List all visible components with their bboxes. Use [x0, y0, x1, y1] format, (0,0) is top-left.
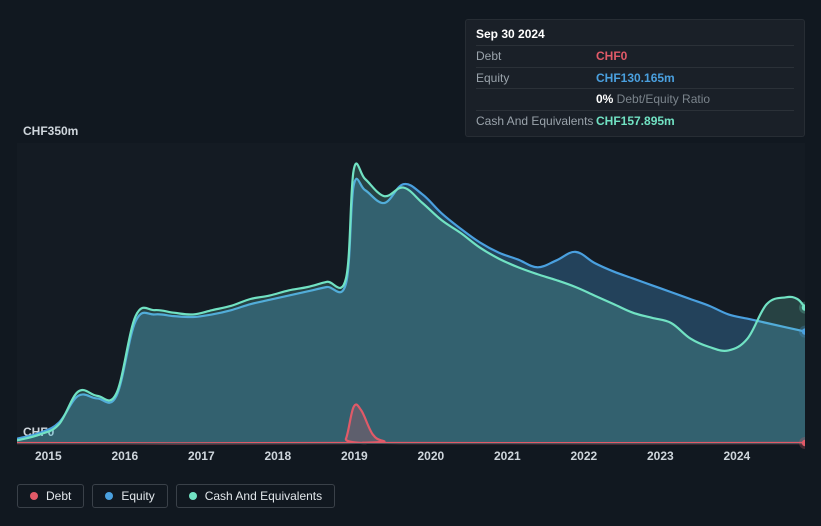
- tooltip-row-label: Cash And Equivalents: [476, 113, 596, 130]
- x-tick-label: 2020: [417, 449, 444, 463]
- tooltip-title: Sep 30 2024: [476, 26, 794, 43]
- legend-item-cash[interactable]: Cash And Equivalents: [176, 484, 335, 508]
- tooltip-row-value: CHF157.895m: [596, 113, 675, 130]
- x-tick-label: 2024: [723, 449, 750, 463]
- tooltip-row-value: CHF0: [596, 48, 627, 65]
- tooltip-row-value: 0% Debt/Equity Ratio: [596, 91, 710, 108]
- x-tick-label: 2017: [188, 449, 215, 463]
- x-tick-label: 2022: [570, 449, 597, 463]
- equity-legend-dot-icon: [105, 492, 113, 500]
- debt-legend-dot-icon: [30, 492, 38, 500]
- tooltip-row: Cash And EquivalentsCHF157.895m: [476, 110, 794, 132]
- area-chart: [17, 143, 805, 453]
- tooltip-row: DebtCHF0: [476, 45, 794, 67]
- tooltip-row-value: CHF130.165m: [596, 70, 675, 87]
- legend-item-label: Cash And Equivalents: [205, 489, 322, 503]
- x-tick-label: 2018: [264, 449, 291, 463]
- x-tick-label: 2016: [111, 449, 138, 463]
- tooltip-row-label: Equity: [476, 70, 596, 87]
- legend-item-debt[interactable]: Debt: [17, 484, 84, 508]
- cash-legend-dot-icon: [189, 492, 197, 500]
- y-axis-top-label: CHF350m: [23, 124, 78, 138]
- x-tick-label: 2015: [35, 449, 62, 463]
- legend-item-label: Debt: [46, 489, 71, 503]
- x-tick-label: 2021: [494, 449, 521, 463]
- tooltip-row-label: Debt: [476, 48, 596, 65]
- x-tick-label: 2019: [341, 449, 368, 463]
- tooltip-row: EquityCHF130.165m: [476, 67, 794, 89]
- legend-item-equity[interactable]: Equity: [92, 484, 167, 508]
- tooltip-box: Sep 30 2024 DebtCHF0EquityCHF130.165m0% …: [465, 19, 805, 137]
- legend-item-label: Equity: [121, 489, 154, 503]
- legend: Debt Equity Cash And Equivalents: [17, 484, 335, 508]
- x-tick-label: 2023: [647, 449, 674, 463]
- tooltip-row-label: [476, 91, 596, 108]
- tooltip-row: 0% Debt/Equity Ratio: [476, 88, 794, 110]
